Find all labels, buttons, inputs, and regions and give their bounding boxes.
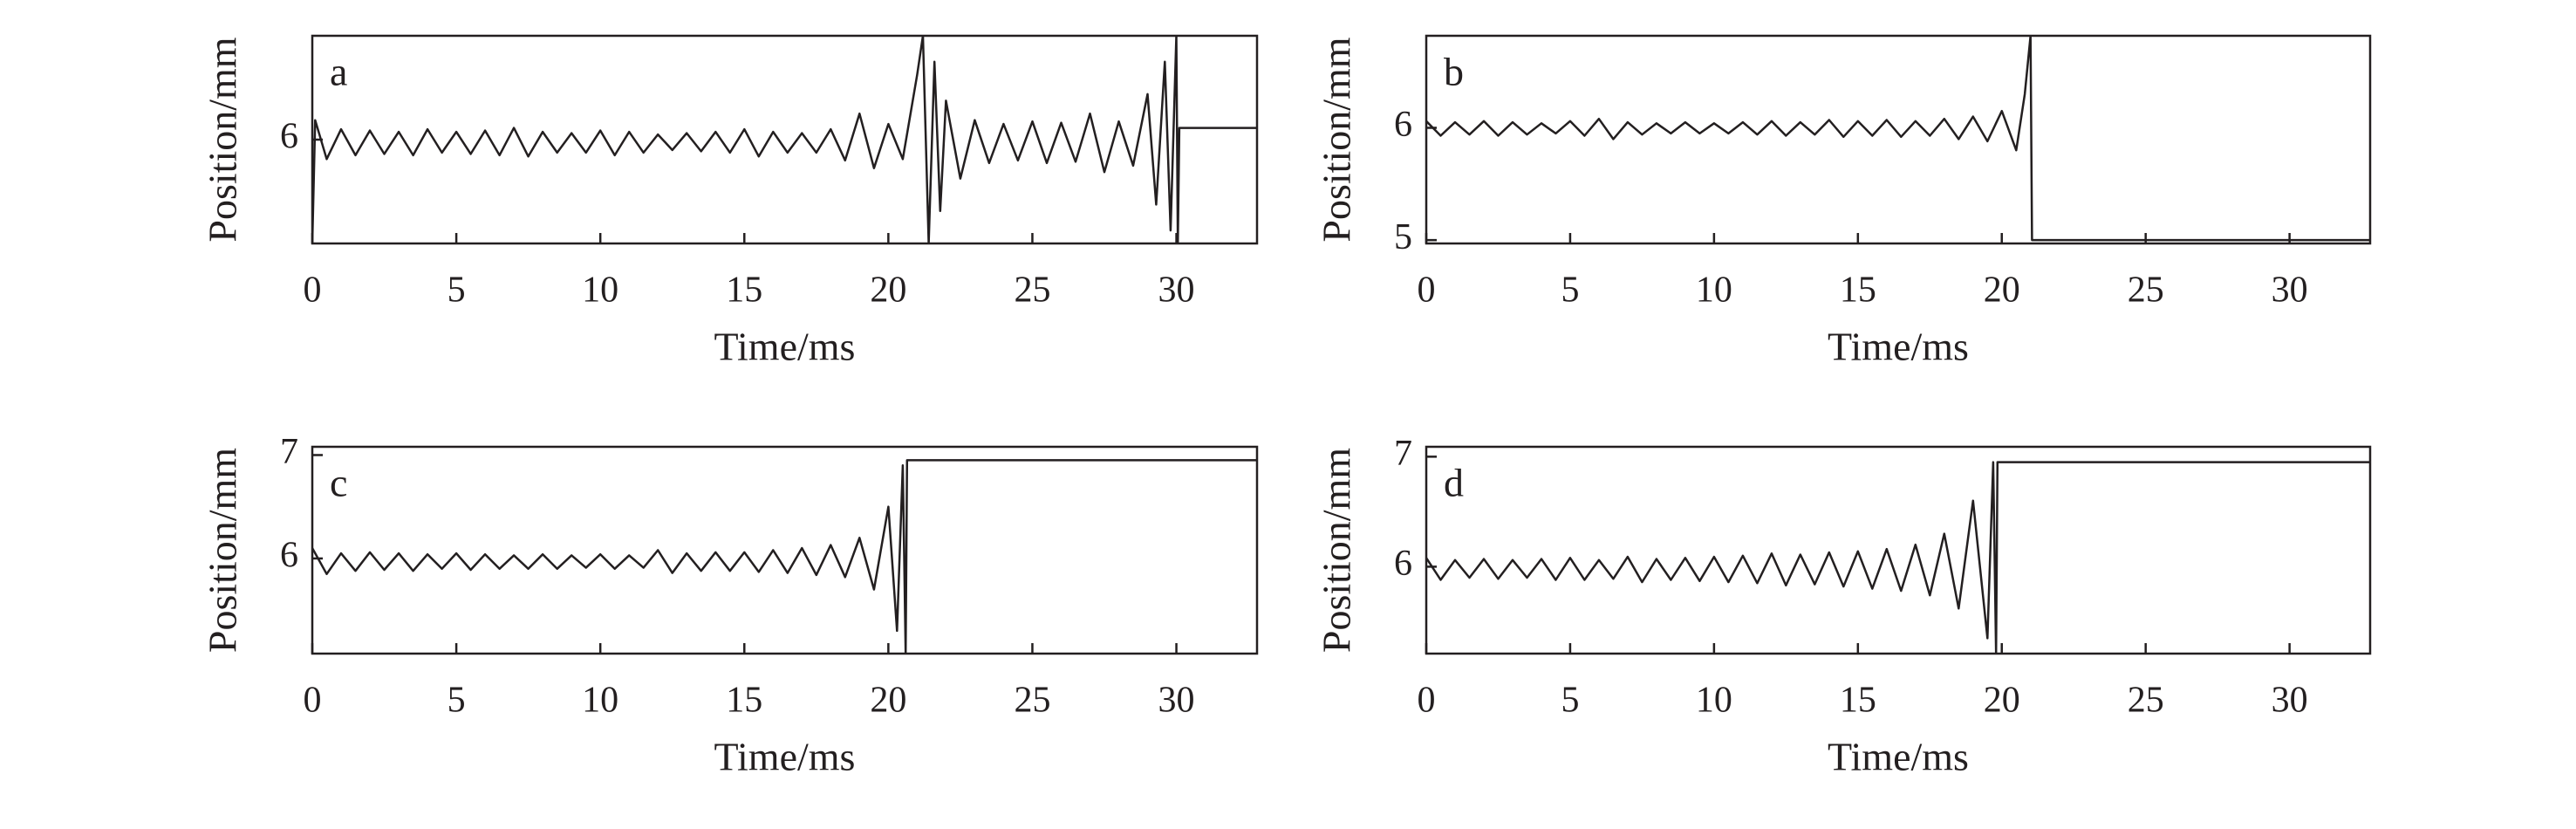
y-axis-label: Position/mm	[1315, 448, 1359, 653]
x-tick-label: 5	[1561, 271, 1579, 311]
x-tick-label: 10	[1696, 271, 1732, 311]
subplot: 0 5 10 15 20 25 30 6 7c Time/ms Position/mm	[201, 432, 1259, 779]
y-tick-label: 7	[280, 432, 298, 472]
x-tick-label: 15	[1840, 271, 1876, 311]
signal-line	[1426, 461, 2370, 654]
y-tick-label: 7	[1394, 434, 1412, 474]
x-tick-label: 20	[1984, 681, 2020, 721]
signal-line	[1426, 36, 2370, 242]
x-tick-label: 30	[2272, 681, 2308, 721]
axes-frame	[311, 445, 1259, 655]
y-axis-label: Position/mm	[201, 37, 245, 242]
x-tick-label: 15	[726, 271, 762, 311]
x-tick-label: 15	[726, 681, 762, 721]
x-tick-label: 20	[870, 271, 906, 311]
axes-frame	[1425, 34, 2372, 245]
x-tick-label: 20	[1984, 271, 2020, 311]
axes-frame	[1425, 445, 2372, 655]
x-tick-label: 30	[2272, 271, 2308, 311]
x-tick-label: 5	[1561, 681, 1579, 721]
x-axis-label: Time/ms	[1828, 325, 1969, 369]
x-tick-label: 30	[1158, 681, 1195, 721]
x-tick-label: 10	[582, 271, 618, 311]
plot-area	[1426, 461, 2370, 654]
y-tick-label: 6	[280, 117, 298, 157]
panel-label: c	[330, 461, 347, 505]
x-tick-label: 0	[304, 271, 322, 311]
y-axis-label: Position/mm	[201, 448, 245, 653]
x-tick-label: 10	[582, 681, 618, 721]
x-tick-label: 30	[1158, 271, 1195, 311]
axes-frame	[311, 34, 1259, 245]
x-tick-label: 5	[448, 681, 466, 721]
x-axis-label: Time/ms	[714, 325, 856, 369]
x-tick-label: 25	[2128, 271, 2164, 311]
y-tick-label: 6	[1394, 105, 1412, 145]
signal-line	[312, 36, 1257, 243]
y-axis-label: Position/mm	[1315, 37, 1359, 242]
signal-line	[312, 459, 1257, 654]
x-axis-label: Time/ms	[714, 735, 856, 779]
x-tick-label: 25	[2128, 681, 2164, 721]
x-tick-label: 20	[870, 681, 906, 721]
panel-label: b	[1444, 50, 1464, 94]
panel-label: a	[330, 50, 347, 94]
x-tick-label: 25	[1014, 681, 1050, 721]
x-axis-label: Time/ms	[1828, 735, 1969, 779]
plot-area	[312, 459, 1257, 654]
y-tick-label: 6	[1394, 544, 1412, 584]
x-tick-label: 5	[448, 271, 466, 311]
y-tick-label: 6	[280, 536, 298, 576]
x-tick-label: 25	[1014, 271, 1050, 311]
plot-area	[312, 36, 1257, 243]
x-tick-label: 0	[1418, 681, 1436, 721]
panel-label: d	[1444, 461, 1464, 505]
subplot: 0 5 10 15 20 25 30 6 7d Time/ms Position/mm	[1315, 434, 2372, 779]
x-tick-label: 15	[1840, 681, 1876, 721]
plot-area	[1426, 36, 2370, 242]
x-tick-label: 10	[1696, 681, 1732, 721]
x-tick-label: 0	[1418, 271, 1436, 311]
subplot: 0 5 10 15 20 25 30 6a Time/ms Position/mm	[201, 34, 1259, 369]
x-tick-label: 0	[304, 681, 322, 721]
y-tick-label: 5	[1394, 217, 1412, 257]
